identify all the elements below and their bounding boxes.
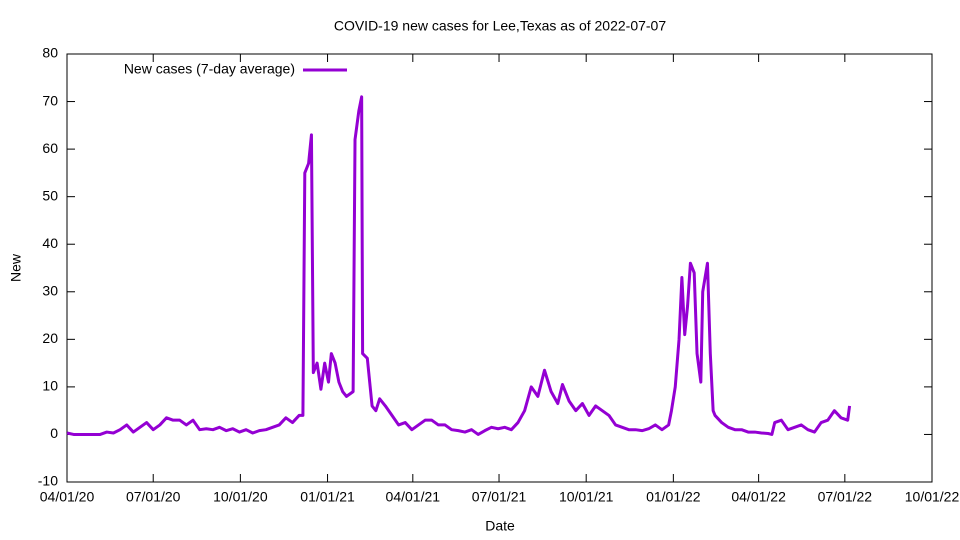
x-tick-label: 01/01/22 <box>646 489 701 505</box>
chart-title: COVID-19 new cases for Lee,Texas as of 2… <box>334 18 667 34</box>
series-line <box>66 95 852 436</box>
x-axis-label: Date <box>485 518 515 534</box>
y-tick-label: 20 <box>42 330 58 346</box>
x-tick-label: 01/01/21 <box>300 489 355 505</box>
x-tick-label: 07/01/21 <box>472 489 527 505</box>
y-tick-label: 50 <box>42 187 58 203</box>
x-tick-label: 07/01/22 <box>818 489 873 505</box>
x-tick-label: 10/01/20 <box>213 489 268 505</box>
y-tick-label: 60 <box>42 140 58 156</box>
x-tick-label: 07/01/20 <box>126 489 181 505</box>
x-tick-label: 04/01/20 <box>40 489 95 505</box>
x-tick-label: 04/01/22 <box>731 489 786 505</box>
y-tick-label: 80 <box>42 45 58 61</box>
y-axis-label: New <box>8 253 24 282</box>
x-tick-label: 04/01/21 <box>386 489 441 505</box>
x-tick-label: 10/01/21 <box>559 489 614 505</box>
y-tick-label: 70 <box>42 92 58 108</box>
y-tick-label: -10 <box>38 473 58 489</box>
x-tick-label: 10/01/22 <box>905 489 960 505</box>
plot-border <box>66 53 933 483</box>
y-tick-label: 0 <box>50 425 58 441</box>
y-tick-label: 30 <box>42 282 58 298</box>
legend-label: New cases (7-day average) <box>124 61 295 77</box>
y-tick-label: 10 <box>42 378 58 394</box>
y-tick-label: 40 <box>42 235 58 251</box>
